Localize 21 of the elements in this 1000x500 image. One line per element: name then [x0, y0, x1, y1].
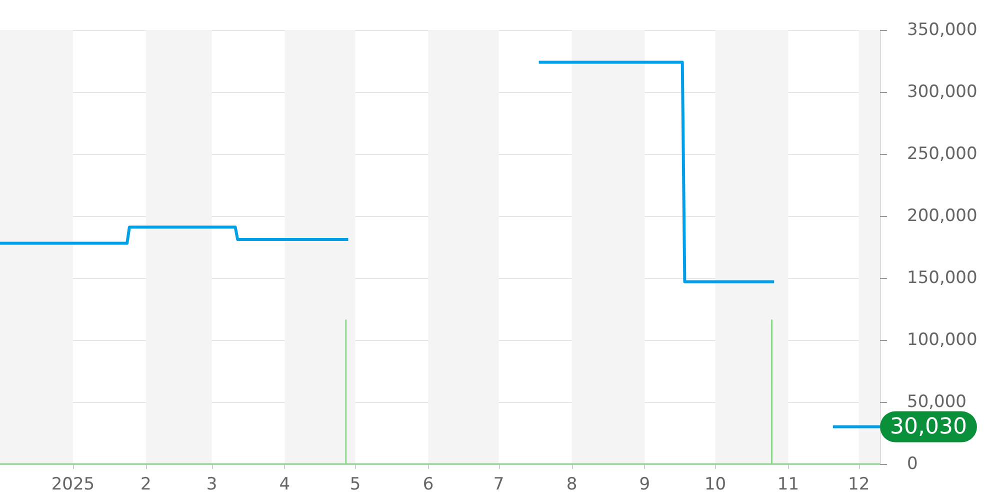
data-label: 30,030 — [890, 414, 967, 440]
x-tick-label: 10 — [704, 474, 726, 494]
x-tick-label: 5 — [350, 474, 361, 494]
y-tick-label: 300,000 — [907, 82, 978, 102]
x-tick-label: 8 — [566, 474, 578, 494]
y-tick-label: 350,000 — [907, 20, 978, 40]
x-tick-label: 12 — [848, 474, 870, 494]
y-tick-label: 150,000 — [907, 268, 978, 288]
x-tick-label: 2 — [140, 474, 152, 494]
y-tick-label: 0 — [907, 454, 918, 474]
x-tick-label: 4 — [279, 474, 290, 494]
y-tick-label: 250,000 — [907, 144, 978, 164]
x-tick-label: 3 — [206, 474, 218, 494]
x-tick-label: 2025 — [51, 474, 95, 494]
x-tick-label: 6 — [422, 474, 434, 494]
x-tick-label: 9 — [639, 474, 650, 494]
x-tick-label: 7 — [493, 474, 504, 494]
y-tick-label: 50,000 — [907, 392, 966, 412]
y-tick-label: 200,000 — [907, 206, 978, 226]
x-tick-label: 11 — [777, 474, 800, 494]
y-tick-label: 100,000 — [907, 330, 978, 350]
